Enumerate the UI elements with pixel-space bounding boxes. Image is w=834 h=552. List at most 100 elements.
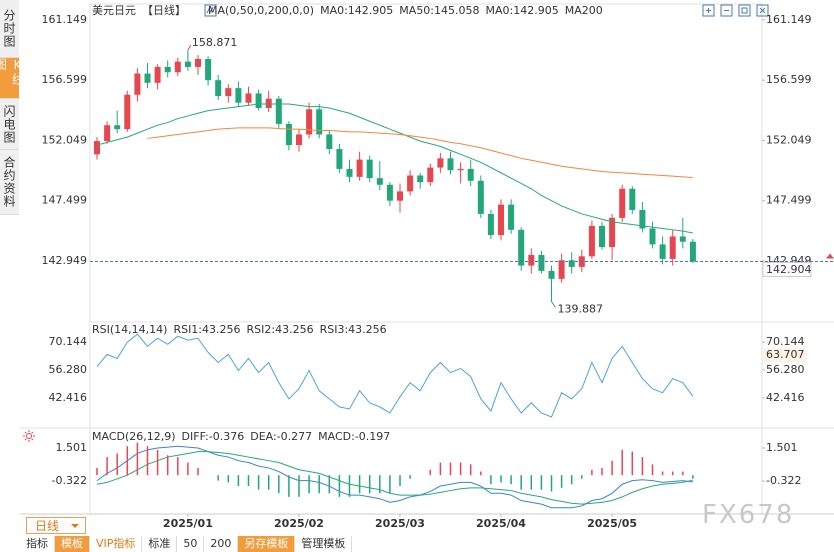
legend-entry: MA200 (565, 4, 603, 17)
price-marker (826, 253, 834, 259)
y-tick-label: 161.149 (42, 13, 88, 26)
candle-body (518, 229, 525, 266)
candle-body (215, 80, 222, 97)
toolbar-button[interactable]: 标准 (142, 536, 178, 552)
candle-body (669, 236, 676, 259)
candle-body (346, 168, 353, 177)
y-tick-label-right: 156.599 (766, 73, 812, 86)
candle-body (558, 260, 565, 279)
candle-body (255, 93, 262, 108)
candle-body (548, 270, 555, 279)
macd-line (96, 445, 693, 509)
legend-entry: RSI3:43.256 (320, 323, 387, 336)
candle-body (477, 180, 484, 214)
indicator-label: RSI(14,14,14) (92, 323, 167, 336)
y-tick-label: 70.144 (49, 335, 88, 348)
settings-icon[interactable] (23, 430, 35, 442)
toolbar-icons[interactable] (702, 4, 769, 17)
candle-body (285, 123, 292, 146)
y-tick-label: 56.280 (49, 363, 88, 376)
y-tick-label-right: -0.322 (766, 474, 801, 487)
candle-body (437, 158, 444, 168)
candle-body (659, 244, 666, 259)
high-pointer (187, 44, 192, 51)
toolbar-button[interactable]: 另存模板 (238, 536, 296, 552)
candle-body (195, 58, 201, 67)
sidebar-tab[interactable]: 分时图 (0, 0, 19, 58)
legend-entry: RSI2:43.256 (247, 323, 314, 336)
x-tick-label: 2025/05 (587, 517, 637, 530)
candle-body (407, 175, 414, 192)
toolbar-button[interactable]: 管理模板 (295, 536, 353, 552)
sidebar-tab[interactable]: 闪电图 (0, 99, 19, 150)
toolbar-button[interactable]: 模板 (55, 536, 90, 552)
low-pointer (551, 301, 556, 308)
indicator-icon[interactable] (204, 4, 217, 17)
toolbar-button[interactable]: 指标 (20, 536, 55, 552)
candle-body (568, 260, 575, 267)
candle-body (417, 175, 424, 183)
candle-body (306, 109, 313, 135)
legend-entry: DIFF:-0.376 (182, 430, 245, 443)
candle-body (649, 228, 656, 245)
candle-body (336, 149, 343, 169)
y-tick-label: -0.322 (52, 474, 87, 487)
low-annotation: 139.887 (558, 302, 604, 315)
y-tick-label: 1.501 (56, 441, 88, 454)
ma-line (147, 127, 693, 179)
candle-body (609, 217, 616, 248)
x-tick-label: 2025/01 (163, 517, 213, 530)
toolbar-button[interactable]: 200 (204, 536, 239, 552)
candle-body (205, 58, 212, 81)
last-price-box (762, 262, 812, 278)
legend-entry: RSI1:43.256 (173, 323, 240, 336)
last-price-tag: 142.904 (766, 263, 812, 276)
candle-body (397, 191, 403, 201)
high-annotation: 158.871 (192, 36, 238, 49)
candle-body (629, 188, 636, 210)
y-tick-label: 152.049 (42, 133, 88, 146)
watermark: FX678 (702, 500, 795, 530)
toolbar-button[interactable]: 50 (177, 536, 205, 552)
legend-entry: MA0:142.905 (486, 4, 559, 17)
legend-entry: DEA:-0.277 (250, 430, 312, 443)
candle-body (508, 204, 515, 230)
indicator-label: MA(0,50,0,200,0,0) (208, 4, 314, 17)
x-tick-label: 2025/03 (375, 517, 425, 530)
candle-body (134, 73, 141, 95)
candle-body (386, 184, 393, 201)
y-tick-label-right: 42.416 (766, 391, 805, 404)
sidebar-tab-active[interactable]: K线图 (0, 58, 25, 99)
y-tick-label-right: 147.499 (766, 194, 812, 207)
y-tick-label: 147.499 (42, 194, 88, 207)
candle-body (498, 204, 504, 236)
sidebar-tab[interactable]: 合约资料 (0, 150, 19, 215)
toolbar-button[interactable]: VIP指标 (90, 536, 143, 552)
legend-entry: MA0:142.905 (320, 4, 393, 17)
candle-body (487, 213, 494, 236)
candle-body (94, 141, 100, 155)
ma-line (96, 103, 693, 234)
x-tick-label: 2025/04 (476, 517, 526, 530)
candle-body (275, 98, 282, 124)
candle-body (326, 134, 333, 150)
candle-body (164, 66, 171, 73)
candle-body (144, 73, 151, 83)
candle-body (114, 125, 121, 130)
legend-entry: MACD:-0.197 (318, 430, 390, 443)
candle-body (124, 94, 131, 130)
period-select[interactable]: 日线 (26, 517, 86, 534)
candle-body (174, 61, 181, 73)
y-tick-label-right: 56.280 (766, 363, 805, 376)
candle-body (376, 178, 383, 185)
candle-body (447, 158, 454, 171)
y-tick-label: 156.599 (42, 73, 88, 86)
x-tick-label: 2025/02 (274, 517, 324, 530)
rsi-tag-box (763, 348, 807, 362)
candle-body (366, 159, 373, 179)
y-tick-label: 42.416 (49, 391, 88, 404)
indicator-label: MACD(26,12,9) (92, 430, 176, 443)
candle-body (296, 134, 302, 146)
candle-body (427, 167, 434, 183)
